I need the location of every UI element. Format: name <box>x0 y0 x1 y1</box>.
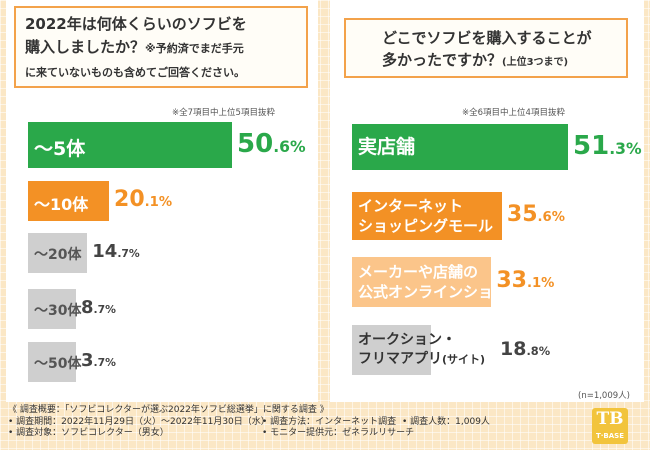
bar-left-1 <box>28 181 110 221</box>
footer-method: • 調査方法：インターネット調査 <box>262 416 397 427</box>
value-int: 33 <box>496 268 527 293</box>
value-int: 8 <box>81 297 94 318</box>
question-line-1: どこでソフビを購入することが <box>382 29 592 47</box>
bar-left-3 <box>28 289 76 329</box>
label-line: 公式オンラインショップ <box>358 283 524 301</box>
value-label-right-1: 35.6% <box>507 202 565 227</box>
bar-right-3 <box>352 325 432 375</box>
label-suffix: (サイト) <box>442 353 486 366</box>
value-int: 18 <box>500 337 527 360</box>
value-dec: .7% <box>117 247 140 260</box>
label-line: 実店舗 <box>358 136 416 158</box>
tbase-logo: TB T·BASE <box>592 408 628 444</box>
bar-label-left-2: 〜20体 <box>34 247 82 263</box>
bar-right-2 <box>352 257 492 307</box>
question-line-1: 2022年は何体くらいのソフビを <box>25 15 247 33</box>
label-line: インターネット <box>358 197 464 215</box>
bar-right-0 <box>352 124 568 170</box>
question-text-left: 2022年は何体くらいのソフビを 購入しましたか？※予約済でまだ手元 に来ていな… <box>25 13 247 84</box>
value-int: 35 <box>506 202 538 227</box>
value-dec: .6% <box>273 138 306 156</box>
footer-provider: • モニター提供元：ゼネラルリサーチ <box>262 428 415 438</box>
value-dec: .1% <box>144 195 173 210</box>
label-line: メーカーや店舗の <box>358 263 479 281</box>
bar-label-left-0: 〜5体 <box>34 137 86 160</box>
bar-label-right-1: インターネットショッピングモール <box>358 196 493 236</box>
footer-target: • 調査対象：ソフビコレクター（男女） <box>8 428 169 438</box>
value-int: 20 <box>114 187 145 212</box>
logo-text: T·BASE <box>595 432 624 440</box>
footer-count: • 調査人数：1,009人 <box>402 416 490 427</box>
question-box-right: どこでソフビを購入することが 多かったですか？(上位3つまで) <box>344 18 628 78</box>
bar-label-right-0: 実店舗 <box>358 135 415 159</box>
logo-mark: TB <box>596 409 624 429</box>
value-label-right-0: 51.3% <box>573 131 642 161</box>
label-line: オークション・ <box>358 332 456 348</box>
bar-label-left-3: 〜30体 <box>34 303 82 319</box>
question-box-left: 2022年は何体くらいのソフビを 購入しましたか？※予約済でまだ手元 に来ていな… <box>14 6 308 88</box>
footer-title: 《 調査概要：「ソフビコレクターが選ぶ2022年ソフビ総選挙」に関する調査 》 <box>8 405 329 415</box>
footer-row-2: • 調査対象：ソフビコレクター（男女） • モニター提供元：ゼネラルリサーチ <box>8 428 490 440</box>
value-label-left-0: 50.6% <box>237 129 306 159</box>
bar-label-right-3: オークション・フリマアプリ(サイト) <box>358 331 485 369</box>
value-label-left-2: 14.7% <box>92 241 140 262</box>
value-dec: .7% <box>93 303 116 316</box>
value-label-left-4: 3.7% <box>81 350 116 371</box>
question-line-2: 購入しましたか？ <box>25 38 146 56</box>
value-dec: .6% <box>537 210 565 225</box>
bar-left-4 <box>28 342 76 382</box>
sample-size: (n=1,009人) <box>578 391 630 401</box>
question-line-3: に来ていないものも含めてご回答ください。 <box>25 66 245 79</box>
value-label-right-2: 33.1% <box>496 268 554 293</box>
bar-label-left-4: 〜50体 <box>34 356 82 372</box>
question-line-2: 多かったですか？ <box>382 51 503 69</box>
value-label-left-1: 20.1% <box>114 187 172 212</box>
bar-left-2 <box>28 233 88 273</box>
question-text-right: どこでソフビを購入することが 多かったですか？(上位3つまで) <box>382 27 592 74</box>
label-line: フリマアプリ(サイト) <box>358 351 486 367</box>
survey-footer: 《 調査概要：「ソフビコレクターが選ぶ2022年ソフビ総選挙」に関する調査 》 … <box>8 405 490 440</box>
value-int: 50 <box>237 129 274 159</box>
value-dec: .1% <box>526 276 555 291</box>
bar-label-right-2: メーカーや店舗の公式オンラインショップ <box>358 262 523 302</box>
subnote-left: ※全7項目中上位5項目抜粋 <box>172 108 275 118</box>
value-int: 14 <box>92 241 118 262</box>
value-label-right-3: 18.8% <box>500 338 550 360</box>
subnote-right: ※全6項目中上位4項目抜粋 <box>462 108 565 118</box>
value-dec: .7% <box>93 356 116 369</box>
value-int: 3 <box>81 350 94 371</box>
bar-label-left-1: 〜10体 <box>34 195 89 214</box>
question-note: ※予約済でまだ手元 <box>145 42 244 55</box>
label-line: ショッピングモール <box>358 217 494 235</box>
question-note: (上位3つまで) <box>502 57 569 68</box>
footer-row-1: • 調査期間：2022年11月29日（火）〜2022年11月30日（水）• 調査… <box>8 417 490 429</box>
value-dec: .8% <box>526 343 551 358</box>
bar-left-0 <box>28 122 232 168</box>
value-dec: .3% <box>609 140 642 158</box>
value-int: 51 <box>573 131 610 161</box>
footer-period: • 調査期間：2022年11月29日（火）〜2022年11月30日（水） <box>8 416 270 427</box>
value-label-left-3: 8.7% <box>81 297 116 318</box>
bar-right-1 <box>352 192 502 240</box>
